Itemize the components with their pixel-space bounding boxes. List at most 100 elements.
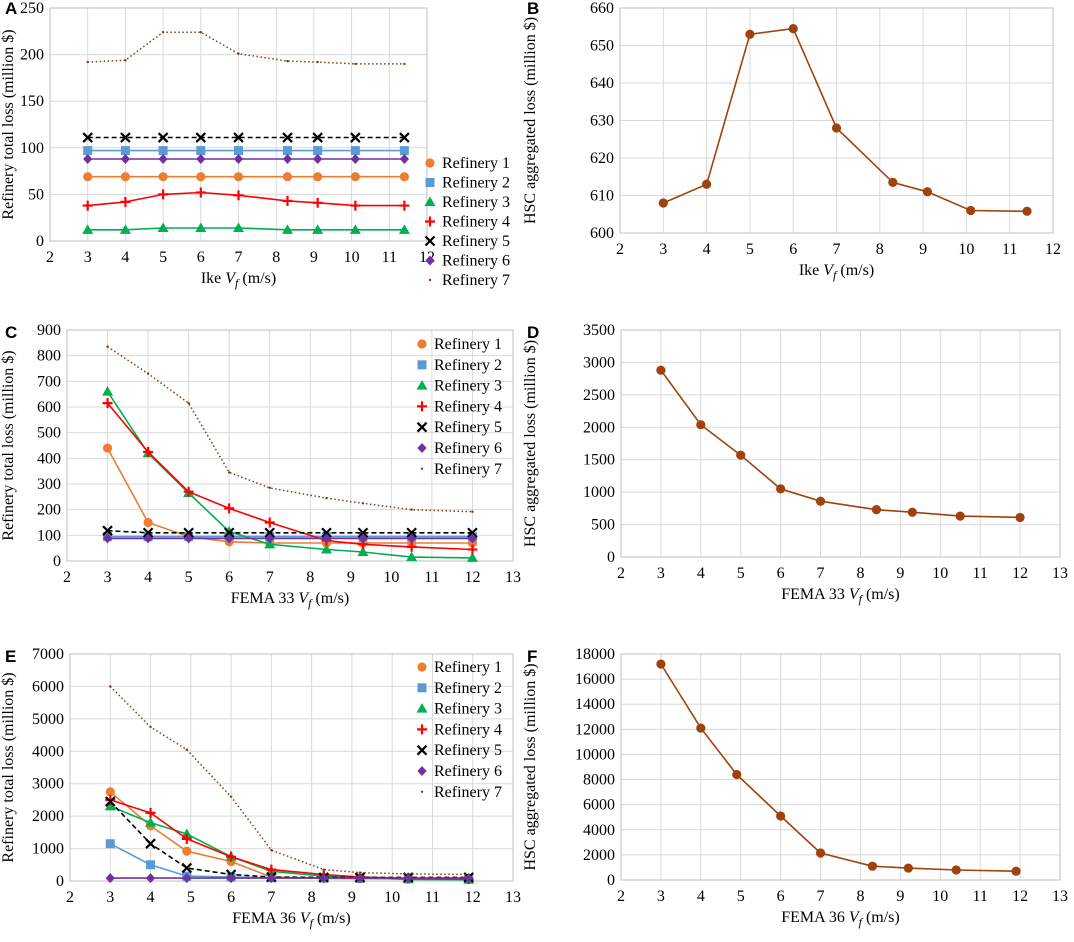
y-tick-label: 620: [590, 150, 614, 167]
x-tick-label: 2: [63, 569, 71, 586]
legend-label: Refinery 6: [434, 763, 502, 780]
series-line: [109, 791, 469, 880]
data-point: [350, 172, 360, 182]
y-tick-label: 600: [590, 225, 614, 242]
data-point: [788, 24, 798, 34]
data-point: [102, 525, 113, 536]
y-tick-label: 100: [20, 140, 44, 157]
y-tick-label: 200: [37, 502, 61, 519]
data-point: [358, 871, 362, 874]
series-refinery-3: [82, 222, 410, 234]
data-point: [283, 146, 293, 156]
data-point: [325, 496, 328, 500]
data-point: [658, 198, 668, 208]
x-tick-label: 12: [465, 889, 481, 906]
data-point: [466, 552, 478, 562]
data-point: [224, 533, 234, 544]
y-tick-label: 3000: [32, 776, 64, 793]
data-point: [143, 533, 153, 544]
y-tick-label: 200: [20, 47, 44, 64]
y-tick-label: 14000: [575, 696, 615, 713]
panel-label: A: [5, 0, 17, 18]
y-tick-label: 250: [20, 0, 44, 17]
data-point: [350, 153, 360, 164]
data-point: [82, 132, 93, 143]
data-point: [399, 153, 409, 164]
data-point: [145, 838, 156, 849]
data-point: [696, 723, 706, 733]
data-point: [354, 62, 357, 66]
data-point: [195, 222, 207, 232]
y-tick-label: 1000: [583, 484, 615, 501]
data-point: [226, 873, 236, 884]
x-tick-label: 7: [235, 249, 243, 266]
data-point: [196, 146, 206, 156]
y-tick-label: 0: [607, 549, 615, 566]
data-point: [158, 146, 168, 156]
data-point: [270, 848, 273, 852]
x-tick-label: 4: [703, 241, 711, 258]
legend-marker: [417, 360, 427, 370]
legend-label: Refinery 3: [434, 701, 502, 718]
legend-marker: [424, 235, 436, 247]
data-point: [1015, 512, 1025, 523]
x-tick-label: 4: [697, 565, 705, 582]
data-point: [120, 172, 130, 182]
x-tick-label: 7: [267, 889, 275, 906]
legend-marker: [416, 744, 428, 756]
x-tick-label: 5: [159, 249, 167, 266]
data-point: [233, 172, 244, 182]
data-point: [467, 544, 478, 555]
x-tick-label: 11: [382, 249, 397, 266]
chart-panel-B: 2 3 4 5 6 7 8 9 10 11 12 600 610 620 630 640 650 660 BHSC …: [522, 0, 1061, 282]
series-refinery-6: [83, 153, 409, 164]
data-point: [223, 527, 235, 539]
y-tick-label: 650: [590, 38, 614, 55]
data-point: [120, 132, 131, 143]
legend: Refinery 1 Refinery 2 Refinery 3 Refinery 4…: [424, 155, 510, 289]
data-point: [264, 517, 275, 528]
legend-marker: [417, 401, 427, 412]
x-tick-label: 5: [187, 889, 195, 906]
plot-area: [49, 7, 428, 242]
panel-label: F: [527, 647, 537, 666]
x-tick-label: 9: [896, 565, 904, 582]
data-point: [702, 179, 712, 189]
x-tick-label: 10: [958, 241, 974, 258]
panel-label: C: [5, 323, 17, 342]
data-point: [105, 873, 115, 884]
y-tick-label: 0: [607, 872, 615, 889]
data-point: [696, 420, 706, 430]
legend-label: Refinery 6: [442, 253, 510, 270]
data-point: [82, 200, 93, 211]
y-tick-label: 900: [37, 322, 61, 339]
legend-label: Refinery 3: [434, 378, 502, 395]
legend-label: Refinery 5: [434, 742, 502, 759]
x-tick-label: 8: [306, 569, 314, 586]
data-point: [196, 153, 206, 164]
legend-marker: [420, 790, 424, 793]
data-point: [83, 146, 93, 156]
x-tick-label: 10: [383, 569, 399, 586]
x-tick-label: 13: [1052, 888, 1068, 905]
data-point: [745, 29, 755, 39]
chart-panel-D: 2 3 4 5 6 7 8 9 10 11 12 13 0 500 1000 1500 2000 2500 3000…: [522, 322, 1068, 606]
y-tick-label: 4000: [583, 822, 615, 839]
series-refinery-1: [105, 787, 474, 884]
series-refinery-2: [83, 146, 409, 156]
y-tick-label: 10000: [575, 746, 615, 763]
data-point: [233, 190, 244, 201]
legend-label: Refinery 4: [434, 721, 502, 738]
data-point: [316, 60, 319, 64]
data-point: [312, 224, 324, 234]
data-point: [120, 146, 130, 156]
legend-marker: [425, 216, 435, 227]
legend-marker: [428, 278, 432, 282]
data-point: [399, 172, 409, 182]
data-point: [187, 401, 190, 405]
x-tick-label: 11: [972, 888, 987, 905]
data-point: [124, 58, 127, 62]
data-point: [146, 372, 150, 375]
x-axis-title: Ike Vf (m/s): [799, 262, 874, 282]
legend-marker: [417, 339, 427, 349]
